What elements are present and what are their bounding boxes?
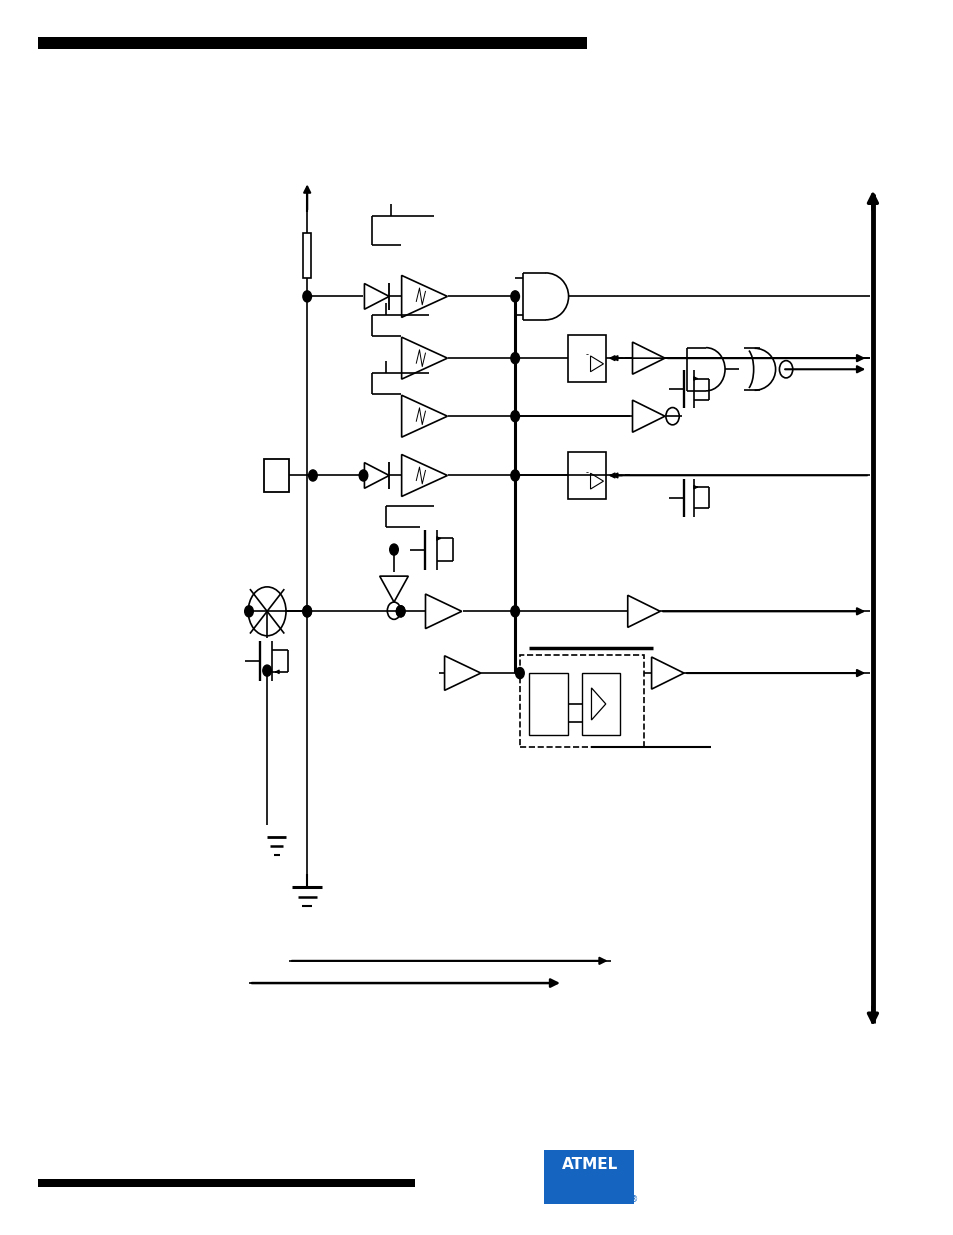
Bar [567, 452, 605, 499]
Circle shape [308, 471, 316, 482]
Circle shape [511, 471, 518, 482]
Polygon shape [401, 454, 447, 496]
Bar [303, 233, 311, 278]
Text: ATMEL: ATMEL [561, 1157, 617, 1172]
Circle shape [244, 605, 253, 618]
Bar [567, 335, 605, 382]
Circle shape [303, 291, 311, 303]
Polygon shape [444, 656, 480, 690]
Bar [529, 673, 567, 735]
Bar [38, 37, 586, 49]
Polygon shape [401, 337, 447, 379]
Bar [38, 1179, 415, 1187]
Circle shape [511, 291, 518, 303]
Polygon shape [425, 594, 461, 629]
Bar [543, 1150, 634, 1187]
Bar [581, 673, 619, 735]
Polygon shape [401, 395, 447, 437]
Polygon shape [401, 275, 447, 317]
Bar [264, 459, 289, 492]
Text: -: - [584, 468, 588, 477]
Text: ®: ® [630, 1194, 638, 1204]
Circle shape [303, 605, 311, 618]
Polygon shape [627, 595, 659, 627]
Polygon shape [632, 400, 664, 432]
Circle shape [358, 471, 368, 482]
Polygon shape [632, 342, 664, 374]
Circle shape [303, 605, 311, 618]
Circle shape [262, 664, 271, 677]
Circle shape [396, 605, 404, 618]
Circle shape [396, 605, 404, 618]
Text: -: - [584, 351, 588, 359]
Polygon shape [651, 657, 683, 689]
Circle shape [515, 667, 524, 679]
Circle shape [511, 410, 518, 422]
Circle shape [511, 353, 518, 364]
Circle shape [511, 605, 518, 618]
Circle shape [390, 543, 398, 556]
Bar [543, 1187, 634, 1204]
Bar [519, 655, 643, 747]
Polygon shape [591, 688, 605, 720]
